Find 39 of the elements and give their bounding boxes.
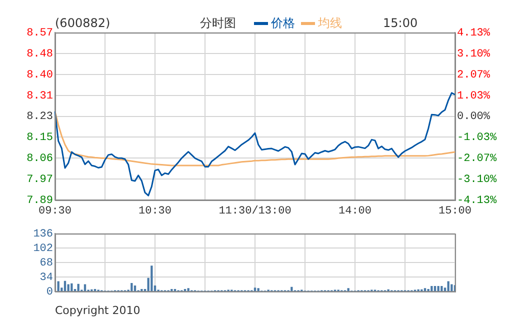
y-tick-label: 7.97 [26, 174, 53, 186]
y-tick-label: 7.89 [26, 194, 53, 207]
legend-label: 价格 [271, 16, 295, 30]
y2-tick-label: -4.13% [457, 194, 498, 207]
y-tick-label: 136 [33, 228, 53, 241]
y-tick-label: 8.40 [26, 69, 53, 82]
x-tick-label: 14:00 [338, 206, 372, 218]
y-tick-label: 102 [33, 242, 53, 255]
x-tick-label: 15:00 [438, 206, 472, 218]
bar [150, 266, 153, 292]
chart-subtitle: 分时图 [200, 16, 236, 30]
y2-tick-label: 1.03% [457, 90, 490, 102]
x-tick-label: 11:30/13:00 [218, 206, 292, 218]
y-tick-label: 68 [40, 257, 53, 270]
y2-tick-label: -2.07% [457, 153, 498, 166]
y-tick-label: 8.06 [26, 153, 53, 166]
y-tick-label: 34 [40, 272, 54, 284]
y-tick-label: 0 [46, 286, 53, 298]
bar [254, 288, 256, 292]
y2-tick-label: 4.13% [457, 28, 490, 40]
x-tick-label: 09:30 [38, 206, 72, 218]
y2-tick-label: -1.03% [457, 132, 498, 144]
y2-tick-label: 3.10% [457, 48, 490, 60]
bar [134, 286, 136, 292]
y-tick-label: 8.31 [26, 90, 54, 102]
bar [70, 283, 73, 292]
x-tick-label: 10:30 [138, 206, 172, 218]
y2-tick-label: -3.10% [457, 174, 498, 186]
y-tick-label: 8.15 [26, 132, 53, 144]
y2-tick-label: 0.00% [457, 111, 490, 124]
y-tick-label: 8.23 [26, 111, 53, 124]
bar [130, 282, 133, 292]
text: 15:00 [383, 16, 418, 30]
legend-label: 均线 [318, 16, 342, 30]
text: Copyright 2010 [55, 304, 140, 318]
chart-title: (600882) [55, 16, 110, 30]
y2-tick-label: 2.07% [457, 69, 490, 82]
y-tick-label: 8.48 [26, 48, 53, 60]
y-tick-label: 8.57 [26, 28, 53, 40]
